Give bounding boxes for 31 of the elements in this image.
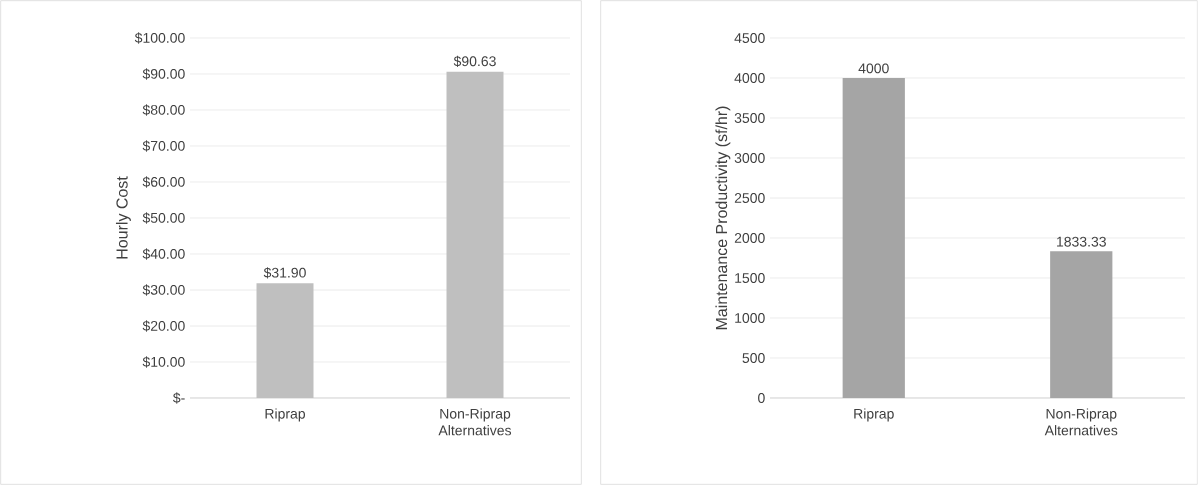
y-tick-label: 3000: [734, 153, 765, 163]
y-axis-title: Maintenance Productivity (sf/hr): [715, 106, 731, 330]
y-tick-label: $10.00: [142, 356, 185, 368]
y-tick-label: $60.00: [142, 176, 185, 188]
x-tick-label: Non-Riprap Alternatives: [438, 408, 512, 436]
y-tick-label: 500: [742, 353, 765, 363]
y-tick-label: 1000: [735, 313, 765, 323]
y-tick-label: $80.00: [142, 104, 185, 116]
data-label: $90.63: [453, 55, 496, 68]
y-tick-label: 2500: [734, 193, 765, 203]
y-tick-label: 0: [758, 393, 765, 403]
data-label: 1833.33: [1057, 236, 1106, 247]
y-tick-label: $20.00: [142, 320, 185, 332]
x-tick-label: Riprap: [854, 408, 894, 422]
y-tick-label: $70.00: [142, 140, 185, 152]
y-tick-label: 1500: [735, 273, 765, 283]
y-tick-label: 3500: [734, 113, 765, 123]
data-label: 4000: [858, 63, 889, 74]
y-axis-title: Hourly Cost: [115, 176, 131, 259]
y-tick-label: $90.00: [142, 68, 185, 80]
x-tick-label: Riprap: [265, 408, 306, 422]
y-tick-label: $50.00: [142, 212, 185, 224]
y-tick-label: $-: [172, 392, 185, 404]
y-tick-label: $30.00: [142, 284, 185, 296]
y-tick-label: $100.00: [134, 32, 185, 44]
y-tick-label: 4000: [734, 73, 765, 83]
data-label: $31.90: [263, 267, 306, 279]
x-tick-label: Non-Riprap Alternatives: [1044, 408, 1118, 436]
y-tick-label: 2000: [734, 233, 765, 243]
y-tick-label: $40.00: [142, 248, 185, 260]
y-tick-label: 4500: [734, 33, 765, 43]
